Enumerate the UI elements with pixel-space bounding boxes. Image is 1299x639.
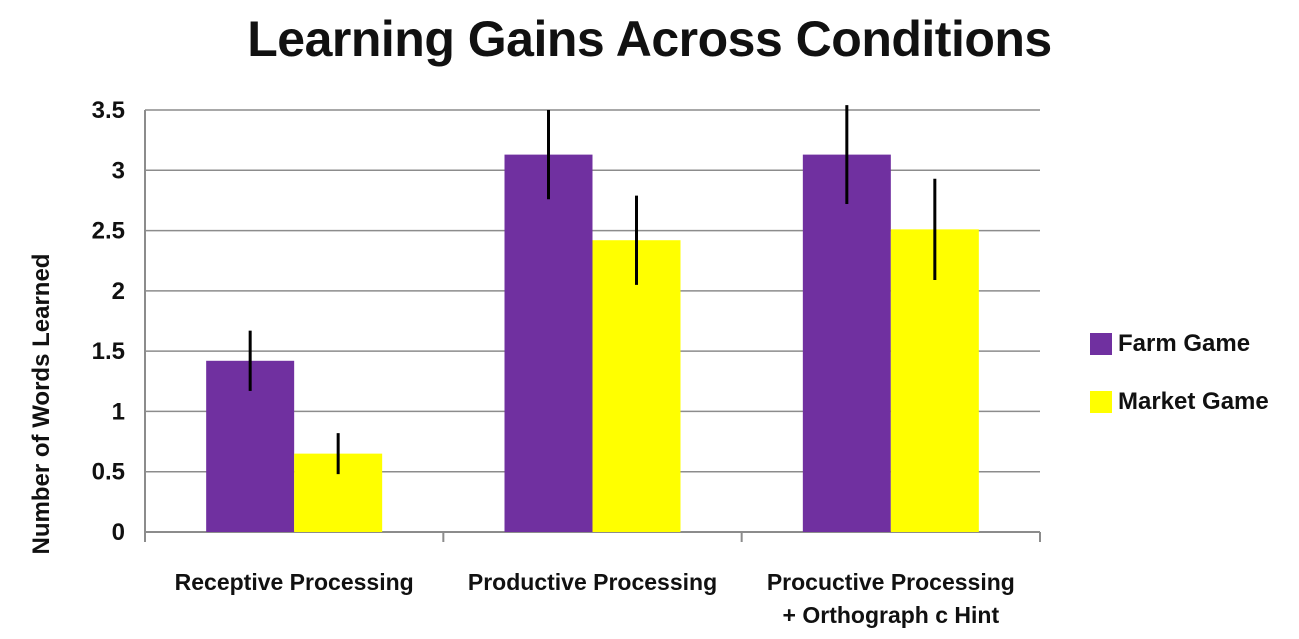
legend-swatch-farm-game [1090, 333, 1112, 355]
x-category-label: Receptive Processing [175, 569, 414, 595]
x-category-label: Procuctive Processing [767, 569, 1015, 595]
y-tick-label: 1 [112, 398, 125, 425]
bar-market-game [592, 240, 681, 532]
y-tick-label: 3.5 [92, 97, 125, 124]
legend: Farm Game Market Game [1090, 330, 1269, 446]
legend-swatch-market-game [1090, 391, 1112, 413]
y-tick-label: 3 [112, 157, 125, 184]
bar-farm-game [504, 154, 593, 532]
legend-label-farm-game: Farm Game [1118, 330, 1251, 357]
y-tick-label: 0 [112, 519, 125, 546]
x-category-label: + Orthograph c Hint [783, 602, 1000, 628]
bar-farm-game [802, 154, 891, 532]
x-category-label: Productive Processing [468, 569, 717, 595]
legend-item-market-game: Market Game [1090, 388, 1269, 416]
y-tick-label: 2 [112, 278, 125, 305]
legend-label-market-game: Market Game [1118, 388, 1269, 415]
chart-title: Learning Gains Across Conditions [247, 11, 1052, 67]
y-tick-label: 0.5 [92, 459, 125, 486]
y-tick-label: 2.5 [92, 218, 125, 245]
legend-item-farm-game: Farm Game [1090, 330, 1269, 358]
y-tick-label: 1.5 [92, 338, 125, 365]
